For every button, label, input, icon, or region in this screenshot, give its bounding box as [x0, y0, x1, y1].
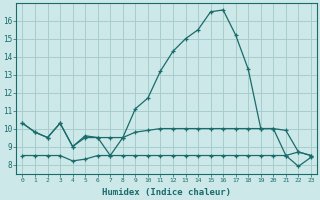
X-axis label: Humidex (Indice chaleur): Humidex (Indice chaleur) [102, 188, 231, 197]
